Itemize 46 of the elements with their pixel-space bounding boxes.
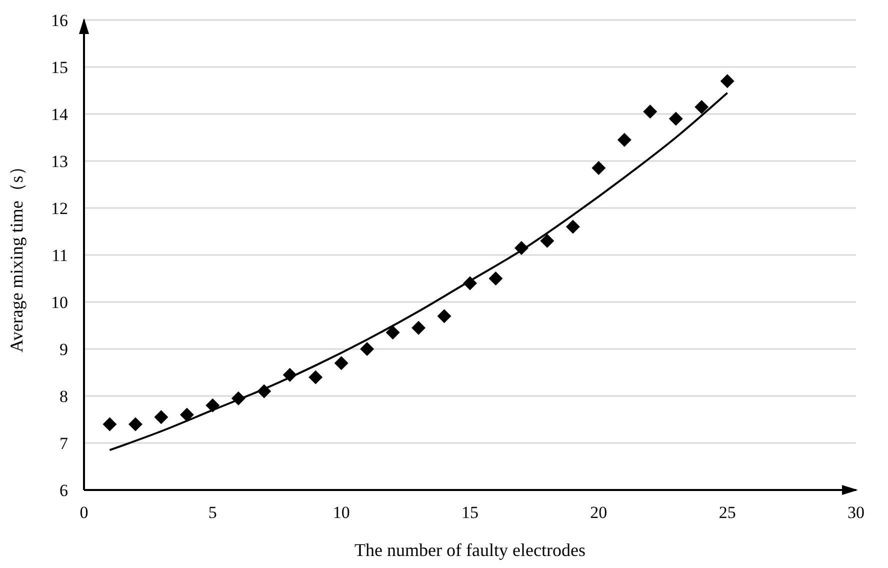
x-tick-label: 10: [332, 503, 350, 522]
y-tick-label: 6: [60, 481, 68, 500]
y-tick-label: 16: [51, 11, 68, 30]
y-axis-title: Average mixing time（s）: [6, 158, 26, 352]
point: [643, 104, 658, 119]
point: [617, 132, 632, 147]
point: [334, 356, 348, 370]
point: [668, 112, 683, 126]
point: [566, 220, 580, 234]
y-tick-label: 14: [51, 105, 68, 124]
x-tick-label: 0: [80, 503, 88, 522]
point: [540, 234, 554, 248]
y-tick-label: 11: [52, 246, 68, 266]
point: [206, 398, 220, 412]
y-tick-label: 8: [60, 387, 68, 406]
point: [154, 410, 168, 424]
y-tick-label: 12: [51, 199, 68, 218]
x-tick-label: 25: [718, 503, 736, 522]
point: [412, 320, 426, 335]
y-tick-label: 10: [51, 293, 68, 312]
y-tick-label: 13: [51, 152, 68, 172]
point: [437, 309, 452, 324]
point: [308, 370, 323, 384]
y-tick-label: 15: [51, 58, 68, 78]
point: [592, 161, 606, 176]
point: [282, 368, 297, 382]
point: [360, 342, 374, 356]
point: [257, 384, 272, 398]
point: [694, 100, 709, 114]
point: [720, 74, 734, 88]
line-series: [108, 92, 728, 452]
x-tick-label: 5: [208, 503, 217, 522]
y-tick-label: 7: [60, 434, 68, 454]
x-tick-label: 15: [462, 503, 478, 522]
x-axis-title: The number of faulty electrodes: [354, 540, 586, 560]
point: [463, 276, 477, 290]
point: [102, 417, 117, 432]
point: [128, 417, 142, 432]
point: [180, 408, 194, 422]
y-tick-label: 9: [60, 340, 68, 360]
x-tick-label: 20: [590, 503, 608, 522]
x-tick-label: 30: [848, 503, 864, 522]
point: [231, 391, 246, 406]
point: [514, 240, 528, 255]
point: [386, 326, 400, 340]
point: [488, 272, 503, 286]
